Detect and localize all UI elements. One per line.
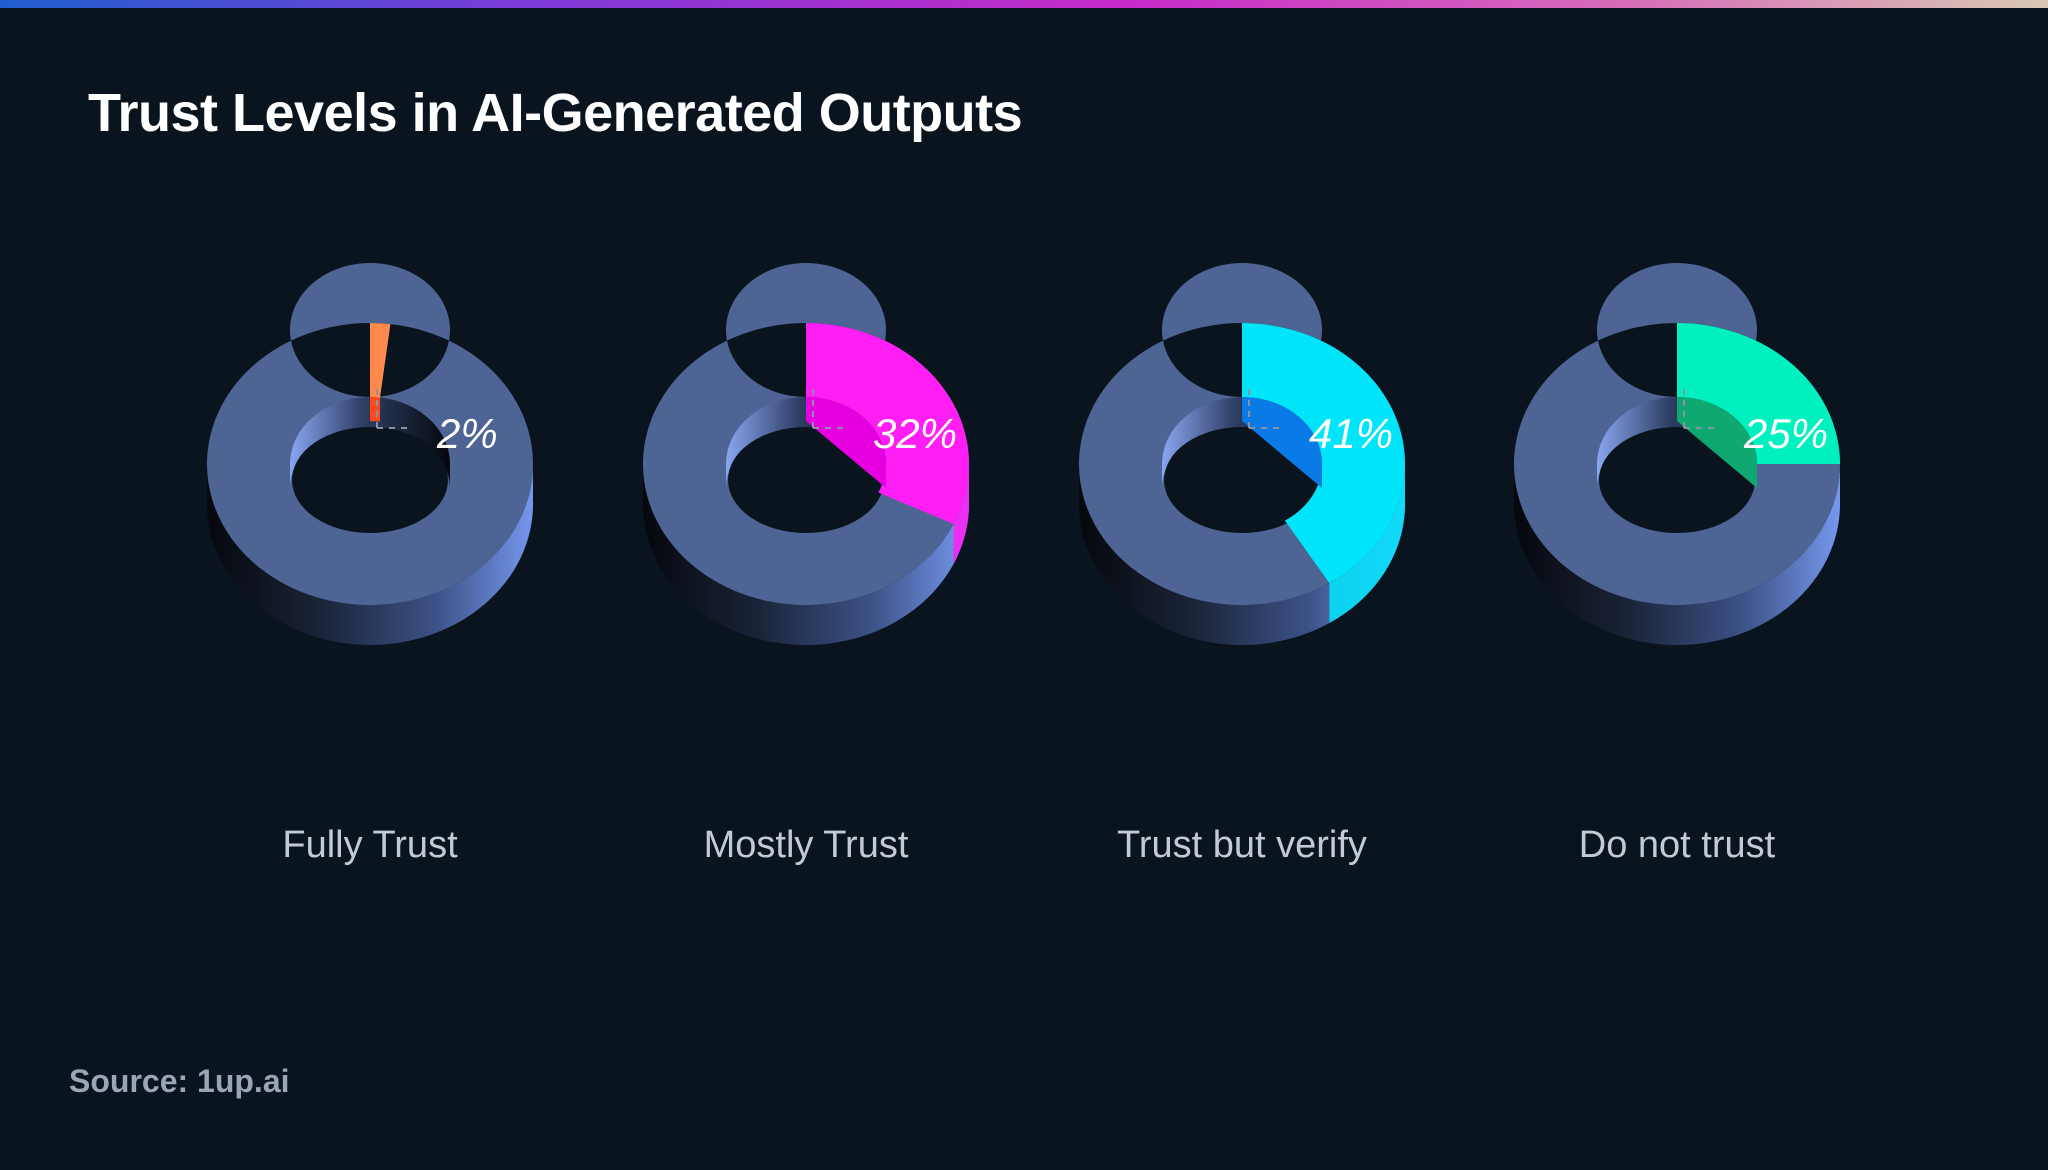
slice-inner-wall xyxy=(370,397,381,422)
slice-side-wall xyxy=(1329,464,1405,624)
donut-hole xyxy=(292,427,448,533)
donut-side-wall xyxy=(1079,464,1405,645)
slice-do-not-trust xyxy=(1677,323,1840,464)
top-gradient-bar xyxy=(0,0,2048,8)
slice-side-wall xyxy=(953,464,969,565)
donut-inner-wall xyxy=(290,397,450,488)
donut-side-wall xyxy=(207,464,533,645)
category-label: Mostly Trust xyxy=(704,824,909,866)
category-label: Do not trust xyxy=(1579,824,1776,866)
donut-side-wall xyxy=(1514,464,1840,645)
slice-inner-wall xyxy=(1677,397,1757,488)
donut-side-wall xyxy=(643,464,969,645)
page-title: Trust Levels in AI-Generated Outputs xyxy=(88,83,1023,143)
category-label: Fully Trust xyxy=(282,824,458,866)
value-label: 41% xyxy=(1309,410,1393,457)
source-note: Source: 1up.ai xyxy=(69,1063,290,1099)
value-label: 32% xyxy=(873,410,957,457)
slice-inner-wall xyxy=(806,397,886,488)
category-label: Trust but verify xyxy=(1117,824,1367,866)
slice-trust-but-verify xyxy=(1242,323,1405,584)
slice-inner-wall xyxy=(1242,397,1322,488)
slice-mostly-trust xyxy=(806,323,969,525)
value-label: 25% xyxy=(1743,410,1828,457)
value-label: 2% xyxy=(436,410,498,457)
slice-fully-trust xyxy=(370,323,391,398)
